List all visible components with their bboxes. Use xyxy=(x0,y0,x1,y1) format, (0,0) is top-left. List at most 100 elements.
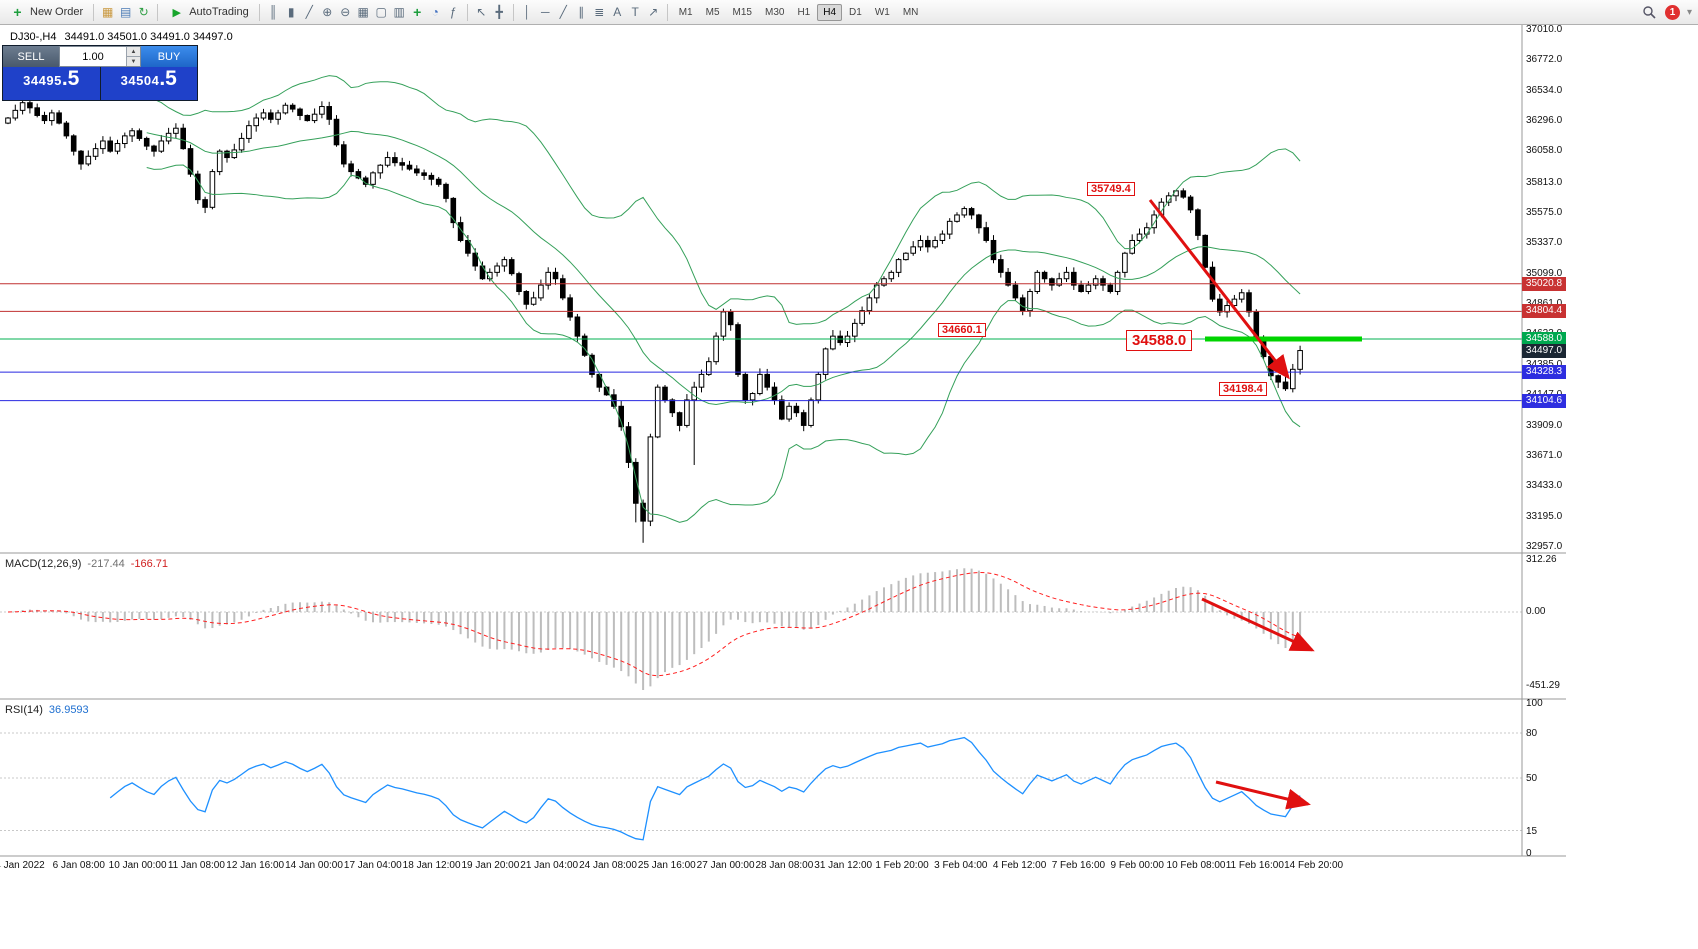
price-scale-label: 33909.0 xyxy=(1526,419,1563,431)
price-annotation-label: 34198.4 xyxy=(1219,382,1267,396)
timeframe-button-m1[interactable]: M1 xyxy=(678,6,693,18)
time-axis-label: 6 Jan 08:00 xyxy=(52,860,105,871)
volume-input[interactable]: 1.00 ▲ ▼ xyxy=(59,46,141,67)
time-axis-label: 31 Jan 12:00 xyxy=(814,860,873,871)
navigator-icon[interactable]: ▤ xyxy=(120,5,132,19)
new-order-button[interactable]: + New Order xyxy=(4,2,88,23)
rsi-indicator-label: RSI(14) 36.9593 xyxy=(5,704,89,716)
timeframe-button-w1[interactable]: W1 xyxy=(874,6,890,18)
rsi-name: RSI(14) xyxy=(5,704,43,716)
line-chart-icon[interactable]: ╱ xyxy=(305,5,313,19)
arrows-tool-icon[interactable]: ↗ xyxy=(648,5,659,19)
toolbar-overflow-icon[interactable]: ▾ xyxy=(1686,6,1692,18)
bar-chart-icon[interactable]: ║ xyxy=(268,5,278,19)
toolbar: + New Order ▦ ▤ ↻ ▶ AutoTrading ║ ▮ ╱ ⊕ … xyxy=(0,0,1698,25)
price-scale-label: 35337.0 xyxy=(1526,237,1563,249)
timeframe-button-d1[interactable]: D1 xyxy=(849,6,862,18)
price-scale-label: 34861.0 xyxy=(1526,298,1562,309)
price-chart-canvas[interactable] xyxy=(0,25,1566,857)
toolbar-separator xyxy=(666,3,668,21)
rsi-value: 36.9593 xyxy=(48,704,89,716)
price-scale-label: 36296.0 xyxy=(1526,115,1563,127)
volume-down-icon[interactable]: ▼ xyxy=(127,57,140,66)
new-chart-icon[interactable]: + xyxy=(413,4,422,20)
time-axis-label: 7 Feb 16:00 xyxy=(1051,860,1106,871)
time-axis-label: 11 Jan 08:00 xyxy=(167,860,225,871)
new-order-icon: + xyxy=(13,4,22,20)
crosshair-icon[interactable]: ╋ xyxy=(495,5,503,19)
price-scale-label: 36772.0 xyxy=(1526,54,1563,66)
time-axis-label: 1 Feb 20:00 xyxy=(875,860,929,871)
toolbar-separator xyxy=(258,3,260,21)
sell-button[interactable]: SELL xyxy=(3,46,59,67)
timeframe-button-h1[interactable]: H1 xyxy=(797,6,811,18)
timeframe-button-mn[interactable]: MN xyxy=(902,6,919,18)
time-axis-label: 4 Jan 2022 xyxy=(0,860,45,871)
autotrading-button[interactable]: ▶ AutoTrading xyxy=(163,2,254,23)
indicators-icon[interactable]: ƒ xyxy=(449,5,457,19)
vertical-line-tool-icon[interactable]: │ xyxy=(523,5,531,19)
refresh-icon[interactable]: ↻ xyxy=(138,5,149,19)
price-tag: 34497.0 xyxy=(1522,343,1566,358)
price-annotation-label: 34660.1 xyxy=(938,323,986,337)
label-tool-icon[interactable]: T xyxy=(631,5,639,19)
timeframe-button-h4[interactable]: H4 xyxy=(817,3,843,21)
candlestick-chart-icon[interactable]: ▮ xyxy=(287,5,295,19)
time-axis-label: 10 Jan 00:00 xyxy=(108,860,167,871)
toolbar-separator xyxy=(93,3,95,21)
price-tag: 34588.0 xyxy=(1522,331,1566,346)
time-axis-label: 19 Jan 20:00 xyxy=(461,860,520,871)
volume-value: 1.00 xyxy=(82,50,104,63)
period-clock-icon[interactable]: ◔ xyxy=(431,5,439,19)
auto-scroll-icon[interactable]: ▢ xyxy=(375,5,387,19)
zoom-in-icon[interactable]: ⊕ xyxy=(322,5,333,19)
trendline-tool-icon[interactable]: ╱ xyxy=(559,5,567,19)
price-tag: 34804.4 xyxy=(1522,304,1566,319)
time-axis-label: 14 Feb 20:00 xyxy=(1284,860,1344,871)
price-annotation-label: 35749.4 xyxy=(1087,182,1135,196)
timeframe-button-m30[interactable]: M30 xyxy=(764,6,785,18)
rsi-scale-label: 0 xyxy=(1526,848,1532,859)
price-scale-label: 36058.0 xyxy=(1526,145,1563,157)
sell-price[interactable]: 34495.5 xyxy=(3,67,101,100)
timeframe-button-m15[interactable]: M15 xyxy=(732,6,752,18)
symbol-period-label: DJ30-,H4 xyxy=(10,31,57,43)
time-axis-label: 4 Feb 12:00 xyxy=(992,860,1047,871)
time-axis-label: 24 Jan 08:00 xyxy=(579,860,637,871)
chart-region[interactable]: DJ30-,H4 34491.0 34501.0 34491.0 34497.0 … xyxy=(0,24,1566,880)
tile-windows-icon[interactable]: ▦ xyxy=(357,5,369,19)
chart-ohlc-header: DJ30-,H4 34491.0 34501.0 34491.0 34497.0 xyxy=(10,31,233,43)
macd-signal-value: -166.71 xyxy=(130,558,169,570)
rsi-scale-label: 100 xyxy=(1526,698,1543,709)
notification-badge[interactable]: 1 xyxy=(1664,4,1680,20)
cursor-icon[interactable]: ↖ xyxy=(476,5,487,19)
horizontal-line-tool-icon[interactable]: ─ xyxy=(540,5,550,19)
market-watch-icon[interactable]: ▦ xyxy=(102,5,114,19)
time-axis-label: 9 Feb 00:00 xyxy=(1110,860,1164,871)
search-icon[interactable] xyxy=(1641,4,1658,21)
chart-shift-icon[interactable]: ▥ xyxy=(393,5,405,19)
new-order-label: New Order xyxy=(30,6,84,18)
macd-scale-label: 312.26 xyxy=(1526,554,1557,565)
macd-scale-label: -451.29 xyxy=(1526,680,1560,691)
time-axis-label: 14 Jan 00:00 xyxy=(285,860,343,871)
autotrading-play-icon: ▶ xyxy=(172,6,181,19)
price-tag: 34104.6 xyxy=(1522,393,1566,408)
fibonacci-tool-icon[interactable]: ≣ xyxy=(594,5,605,19)
zoom-out-icon[interactable]: ⊖ xyxy=(340,5,351,19)
time-axis-label: 12 Jan 16:00 xyxy=(226,860,285,871)
price-scale-label: 33433.0 xyxy=(1526,480,1563,492)
price-scale-label: 35099.0 xyxy=(1526,267,1563,279)
timeframe-button-m5[interactable]: M5 xyxy=(705,6,720,18)
buy-button[interactable]: BUY xyxy=(141,46,197,67)
buy-price-frac: .5 xyxy=(159,67,177,90)
channel-tool-icon[interactable]: ∥ xyxy=(578,5,585,19)
rsi-scale-label: 15 xyxy=(1526,825,1538,837)
time-axis-label: 3 Feb 04:00 xyxy=(934,860,988,871)
price-tag: 34328.3 xyxy=(1522,365,1566,380)
text-tool-icon[interactable]: A xyxy=(613,5,622,19)
volume-up-icon[interactable]: ▲ xyxy=(127,47,140,57)
buy-price[interactable]: 34504.5 xyxy=(101,67,198,100)
rsi-scale-label: 50 xyxy=(1526,773,1538,784)
time-axis-label: 10 Feb 08:00 xyxy=(1166,860,1226,871)
